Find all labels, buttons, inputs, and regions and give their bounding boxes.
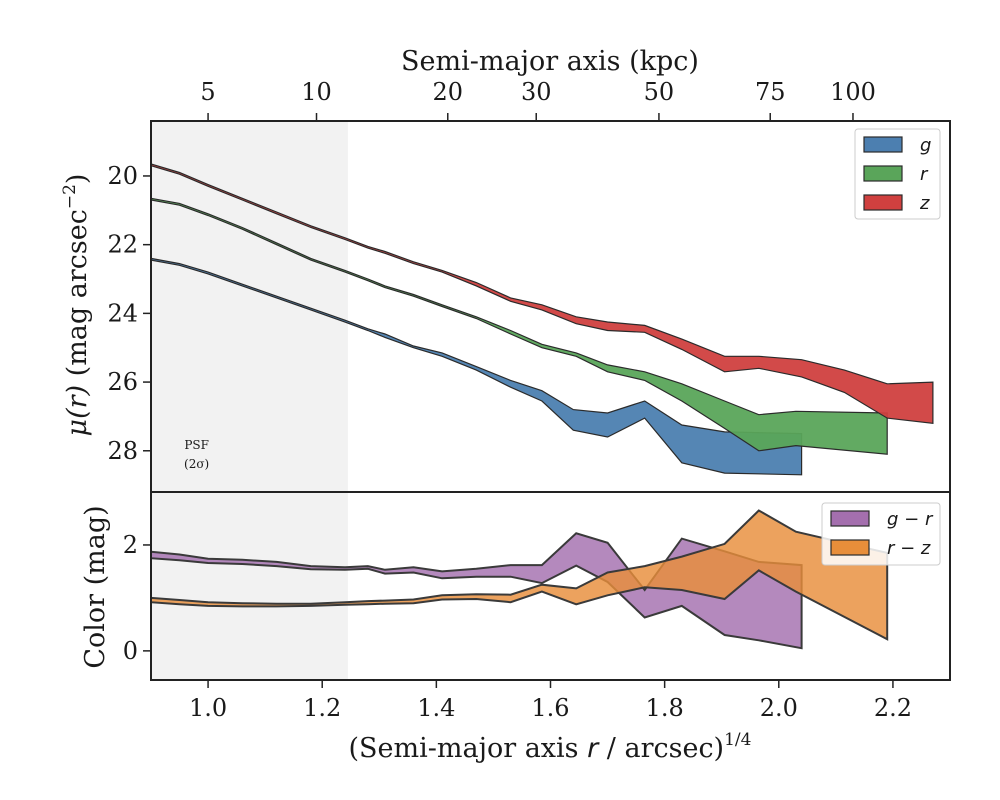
psf-region-bottom: [151, 492, 348, 680]
x-axis-title-main: (Semi-major axis: [349, 733, 588, 764]
color-band-r-z: [150, 509, 889, 641]
profile-legend-swatch-r: [863, 165, 903, 182]
color-y-tick-label: 2: [123, 531, 138, 559]
psf-label-line1: PSF: [184, 438, 209, 452]
profile-y-axis-title: μ(r) (mag arcsec−2): [60, 174, 93, 437]
x-tick-label: 1.4: [417, 694, 455, 722]
profile-y-tick-label: 24: [107, 299, 138, 327]
kpc-tick-label: 20: [432, 78, 463, 106]
color-band-g-r: [150, 532, 803, 650]
color-legend-label-g-r: g − r: [887, 509, 934, 530]
profile-y-axis-title-exponent: −2: [60, 184, 80, 209]
profile-band-z: [150, 163, 934, 424]
profile-y-axis-title-mu: μ(r): [62, 385, 93, 437]
profile-y-tick-label: 26: [107, 368, 138, 396]
kpc-axis-title: Semi-major axis (kpc): [401, 46, 699, 77]
x-tick-label: 1.6: [531, 694, 569, 722]
x-tick-label: 2.0: [760, 694, 798, 722]
profile-legend: grz: [854, 128, 941, 220]
color-legend-label-r-z: r − z: [887, 538, 931, 559]
profile-legend-label-g: g: [920, 135, 931, 156]
kpc-tick-label: 75: [755, 78, 786, 106]
profile-legend-swatch-g: [863, 136, 903, 153]
profile-legend-label-r: r: [920, 164, 929, 185]
profile-y-tick-label: 20: [107, 162, 138, 190]
kpc-tick-label: 100: [830, 78, 876, 106]
x-axis-title-r: r: [587, 733, 600, 764]
x-axis-title-exponent: 1/4: [724, 730, 751, 750]
x-axis-title-tail: / arcsec): [598, 733, 724, 764]
profile-y-tick-label: 22: [107, 231, 138, 259]
kpc-tick-label: 50: [644, 78, 675, 106]
color-legend-swatch-r-z: [830, 539, 870, 556]
color-y-tick-label: 0: [123, 637, 138, 665]
color-series-layer: [150, 509, 889, 650]
x-tick-label: 1.0: [189, 694, 227, 722]
profile-legend-swatch-z: [863, 194, 903, 211]
psf-label-line2: (2σ): [184, 457, 209, 471]
color-legend: g − r r − z: [821, 502, 941, 566]
kpc-tick-label: 30: [521, 78, 552, 106]
color-legend-swatch-g-r: [830, 510, 870, 527]
x-tick-label: 2.2: [874, 694, 912, 722]
profile-y-axis-title-unit: (mag arcsec: [62, 209, 93, 385]
x-axis-title: (Semi-major axis r / arcsec)1/4: [349, 730, 752, 764]
color-x-ticks: 1.0 1.2 1.4 1.6 1.8 2.0 2.2: [189, 680, 912, 722]
x-tick-label: 1.8: [646, 694, 684, 722]
profile-legend-label-z: z: [919, 193, 930, 214]
color-y-ticks: 02: [123, 531, 151, 665]
profile-y-tick-label: 28: [107, 437, 138, 465]
profile-series-layer: [150, 163, 934, 476]
kpc-tick-label: 10: [301, 78, 332, 106]
profile-band-r: [150, 197, 888, 455]
kpc-tick-label: 5: [200, 78, 215, 106]
kpc-axis-ticks: 5 10 20 30 50 75 100: [200, 78, 876, 121]
color-y-axis-title: Color (mag): [80, 505, 111, 668]
profile-y-axis-title-close: ): [62, 174, 93, 185]
psf-region-top: [151, 121, 348, 492]
x-tick-label: 1.2: [303, 694, 341, 722]
profile-y-ticks: 20 22 24 26 28: [107, 162, 151, 465]
profile-band-g: [150, 257, 803, 476]
